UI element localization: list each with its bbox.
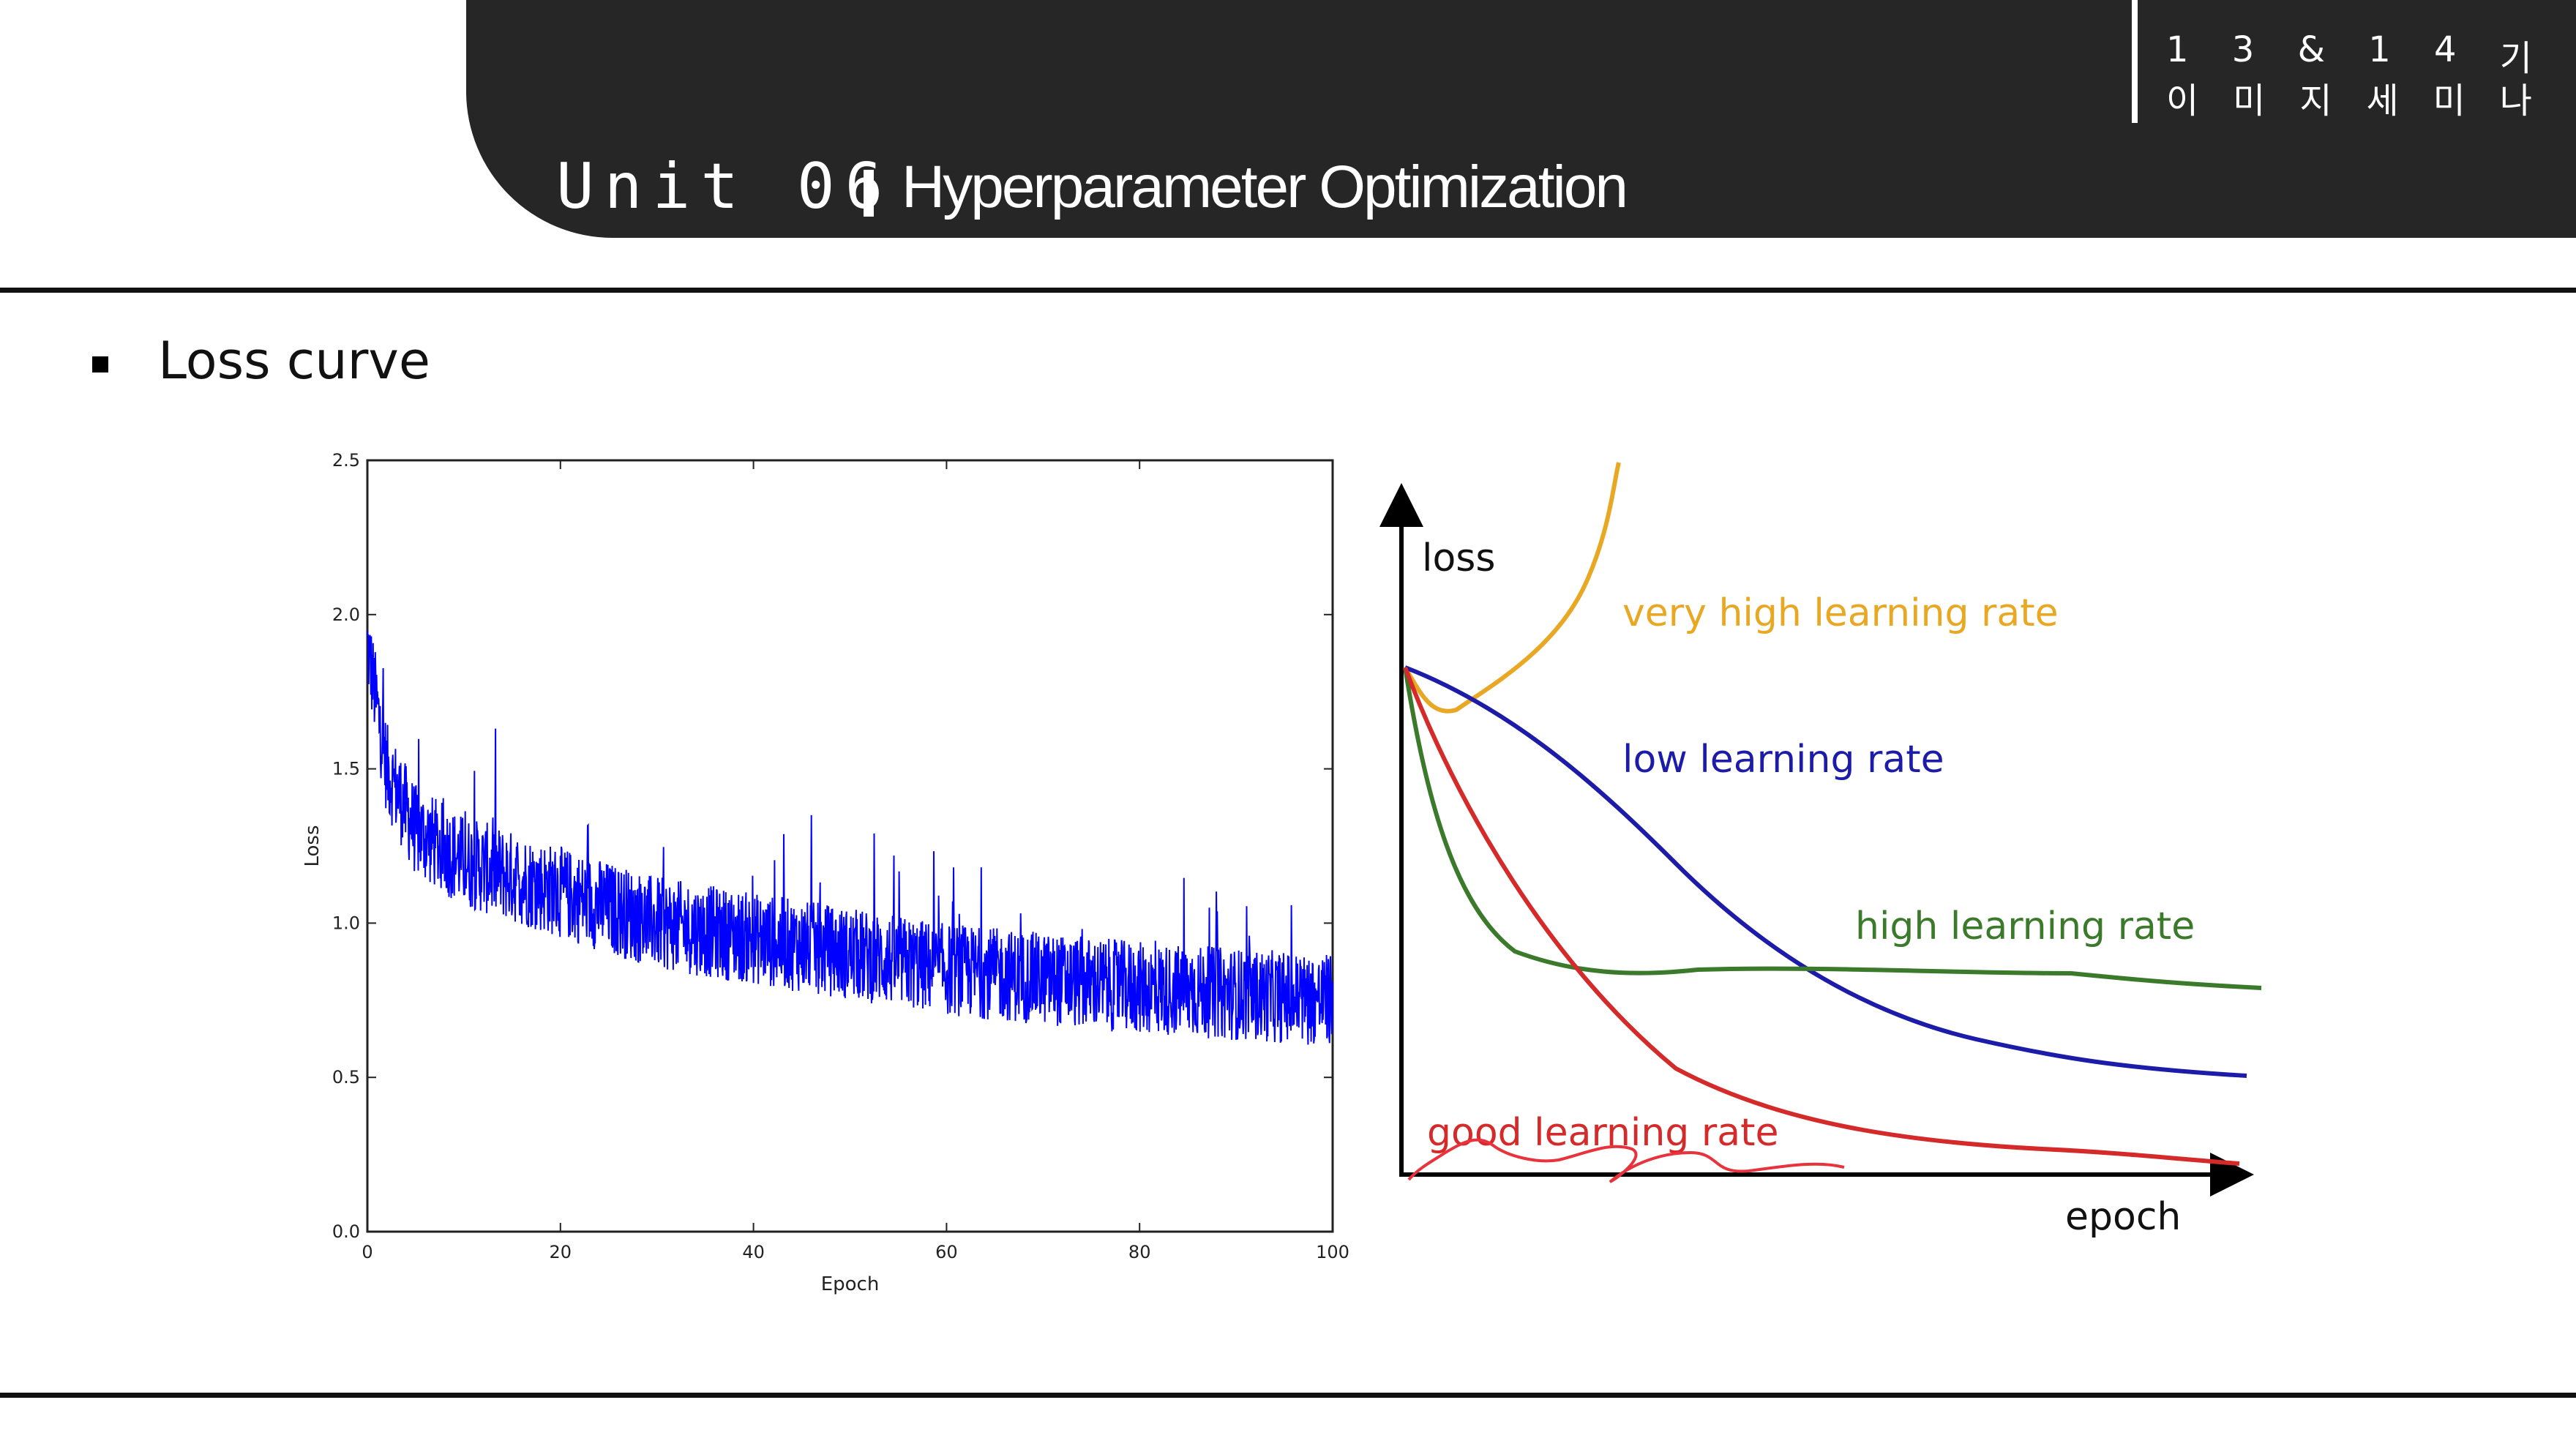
header-bar xyxy=(466,0,2576,238)
y-tick-label: 1.5 xyxy=(332,759,360,779)
bottom-rule xyxy=(0,1393,2576,1398)
series-label-very-high: very high learning rate xyxy=(1622,591,2059,635)
header-separator xyxy=(2132,0,2138,123)
y-tick-label: 2.5 xyxy=(332,450,360,471)
x-axis-label: epoch xyxy=(2065,1195,2181,1239)
tag-char: 1 xyxy=(2166,29,2189,70)
y-axis-label: loss xyxy=(1422,536,1495,580)
top-rule xyxy=(0,288,2576,293)
seminar-tag-line2: 이 미 지 세 미 나 xyxy=(2166,72,2532,123)
y-tick-label: 1.0 xyxy=(332,913,360,933)
title-separator xyxy=(864,170,874,217)
tag-char: 1 xyxy=(2368,29,2391,70)
series-line-good xyxy=(1403,666,2240,1166)
series-line-loss xyxy=(367,631,1333,1045)
series-label-high: high learning rate xyxy=(1855,905,2195,948)
tag-char: 이 xyxy=(2166,80,2199,121)
learning-rate-schematic-chart: loss epoch very high learning rate low l… xyxy=(1379,462,2262,1239)
x-tick-label: 60 xyxy=(935,1242,958,1262)
tag-char: 세 xyxy=(2366,80,2399,121)
bullet-icon xyxy=(92,356,108,372)
x-axis-label: Epoch xyxy=(821,1273,880,1295)
tag-char: & xyxy=(2297,29,2325,70)
tag-char: 기 xyxy=(2499,38,2532,79)
x-tick-label: 80 xyxy=(1128,1242,1151,1262)
x-tick-label: 0 xyxy=(362,1242,372,1262)
unit-label: Unit 06 xyxy=(556,150,894,223)
y-tick-label: 0.5 xyxy=(332,1067,360,1087)
series-line-high xyxy=(1403,667,2262,990)
series-label-low: low learning rate xyxy=(1622,738,1944,782)
page-title: Hyperparameter Optimization xyxy=(902,154,1628,220)
y-tick-label: 2.0 xyxy=(332,604,360,625)
tag-char: 지 xyxy=(2299,80,2332,121)
series-line-low xyxy=(1404,665,2247,1078)
x-tick-label: 20 xyxy=(550,1242,572,1262)
training-loss-chart: 0 20 40 60 80 100 0.0 0.5 1.0 1.5 2.0 2.5 Epoch Loss xyxy=(302,450,1349,1295)
x-tick-label: 100 xyxy=(1316,1242,1349,1262)
plot-frame xyxy=(366,459,1334,1233)
handwritten-underline xyxy=(1407,1138,1845,1183)
x-tick-label: 40 xyxy=(742,1242,765,1262)
tag-char: 나 xyxy=(2499,80,2532,121)
section-title: Loss curve xyxy=(158,331,430,391)
tag-char: 3 xyxy=(2231,29,2255,70)
tag-char: 4 xyxy=(2434,29,2457,70)
seminar-tag-line1: 1 3 & 1 4 기 xyxy=(2166,29,2532,80)
tag-char: 미 xyxy=(2233,80,2266,121)
series-line-very-high xyxy=(1403,462,1621,714)
y-axis-label: Loss xyxy=(302,825,323,866)
tag-char: 미 xyxy=(2433,80,2465,121)
y-tick-label: 0.0 xyxy=(332,1221,360,1242)
